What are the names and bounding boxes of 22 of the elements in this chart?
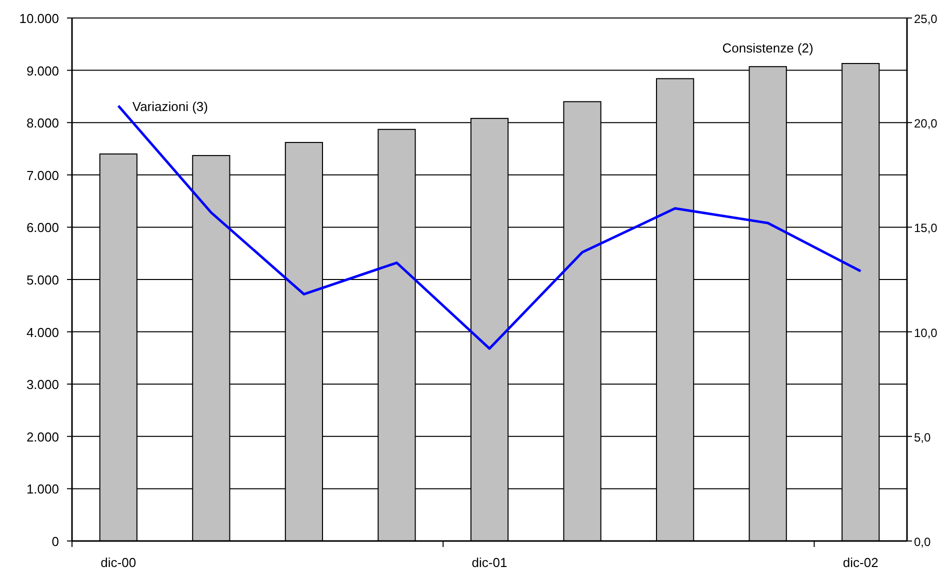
- y2-tick-label: 20,0: [914, 116, 938, 131]
- y-tick-label: 8.000: [26, 116, 59, 131]
- series-label: Consistenze (2): [722, 40, 814, 56]
- y-tick-label: 2.000: [26, 429, 59, 444]
- y-tick-label: 3.000: [26, 377, 59, 392]
- y-tick-label: 1.000: [26, 482, 59, 497]
- y-tick-label: 0: [52, 534, 59, 549]
- x-tick-label: dic-01: [472, 555, 508, 570]
- x-tick-label: dic-00: [100, 555, 136, 570]
- y2-tick-label: 15,0: [914, 221, 938, 236]
- y-tick-label: 7.000: [26, 168, 59, 183]
- y2-tick-label: 0,0: [914, 535, 932, 549]
- y2-tick-label: 5,0: [914, 430, 932, 444]
- y-tick-label: 4.000: [26, 324, 59, 340]
- y-tick-label: 6.000: [26, 220, 59, 236]
- y-tick-label: 9.000: [26, 63, 59, 78]
- series-label: Variazioni (3): [132, 98, 208, 114]
- y2-tick-label: 10,0: [914, 326, 938, 340]
- y-tick-label: 10.000: [19, 11, 59, 26]
- y-tick-label: 5.000: [26, 272, 59, 288]
- y2-tick-label: 25,0: [914, 12, 938, 26]
- x-tick-label: dic-02: [842, 555, 878, 570]
